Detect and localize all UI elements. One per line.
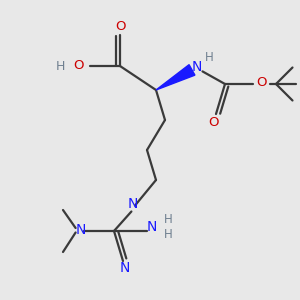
Text: O: O xyxy=(115,20,125,34)
Text: N: N xyxy=(146,220,157,234)
Text: O: O xyxy=(256,76,267,89)
Text: O: O xyxy=(208,116,218,130)
Polygon shape xyxy=(156,65,195,90)
Text: N: N xyxy=(128,197,138,211)
Text: N: N xyxy=(120,261,130,274)
Text: N: N xyxy=(75,223,85,236)
Text: O: O xyxy=(74,59,84,72)
Text: H: H xyxy=(164,228,173,241)
Text: H: H xyxy=(164,213,173,226)
Text: N: N xyxy=(191,60,202,74)
Text: H: H xyxy=(55,59,65,73)
Text: H: H xyxy=(205,51,214,64)
